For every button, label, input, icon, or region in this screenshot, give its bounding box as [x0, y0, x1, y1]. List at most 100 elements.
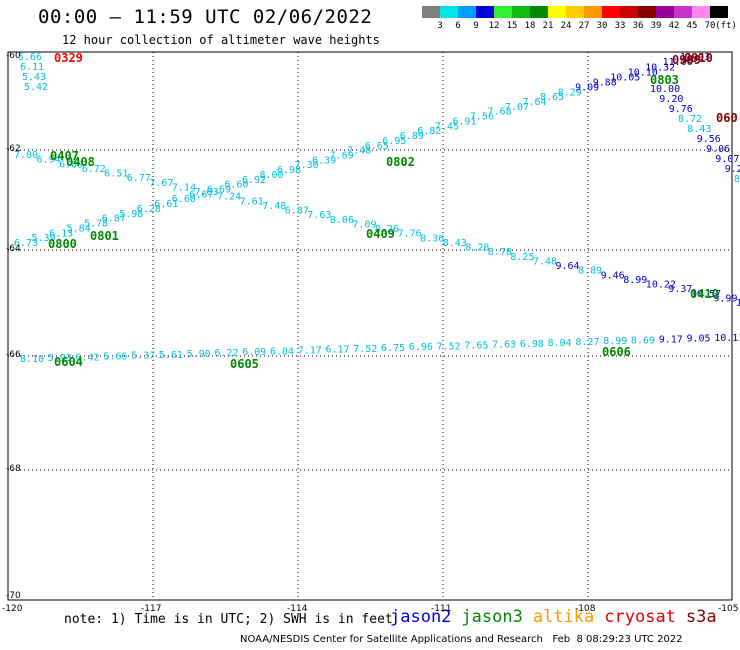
legend-unit: (ft): [715, 21, 737, 31]
wave-height-value: 6.61: [154, 199, 178, 210]
legend-swatch: [584, 6, 602, 18]
wave-height-value: 10.57: [691, 289, 721, 300]
wave-height-value: 5.61: [159, 350, 183, 361]
legend-swatch: [566, 6, 584, 18]
wave-height-value: 6.42: [76, 352, 100, 363]
wave-height-value: 7.48: [533, 256, 557, 267]
wave-height-value: 6.89: [59, 159, 83, 170]
legend-label: 45: [686, 21, 698, 31]
wave-height-value: 6.87: [285, 206, 309, 217]
satellite-legend: jason2 jason3 altika cryosat s3a: [390, 607, 727, 627]
latitude-label: -66: [6, 350, 21, 360]
wave-height-value: 9.88: [593, 78, 617, 89]
wave-height-value: 7.52: [353, 344, 377, 355]
wave-height-value: 9.46: [601, 270, 625, 281]
wave-height-value: 5.98: [119, 209, 143, 220]
wave-height-value: 7.63: [307, 210, 331, 221]
wave-height-value: 6.98: [520, 339, 544, 350]
wave-height-value: 7.48: [262, 201, 286, 212]
legend-label: 27: [578, 21, 590, 31]
legend-label: 12: [488, 21, 500, 31]
wave-height-value: 7.68: [488, 107, 512, 118]
wave-height-value: 11.06: [663, 57, 693, 68]
wave-height-value: 7.65: [464, 341, 488, 352]
wave-height-value: 7.45: [435, 121, 459, 132]
wave-height-value: 7.61: [240, 196, 264, 207]
wave-height-value: 5.39: [32, 233, 56, 244]
wave-height-value: 9.64: [556, 261, 580, 272]
wave-height-value: 8.72: [678, 114, 702, 125]
pass-time-label: 0910: [684, 51, 713, 65]
wave-height-value: 10.11: [714, 333, 740, 344]
wave-height-value: 8.69: [631, 335, 655, 346]
wave-height-value: 6.75: [381, 343, 405, 354]
satellite-legend-item: jason2: [390, 607, 452, 627]
wave-height-value: 8.25: [510, 252, 534, 263]
wave-height-value: 5.66: [103, 352, 127, 363]
wave-height-value: 8.27: [575, 337, 599, 348]
wave-height-value: 9.06: [706, 144, 730, 155]
wave-height-value: 6.22: [214, 348, 238, 359]
wave-height-value: 6.09: [242, 347, 266, 358]
wave-height-value: 5.84: [67, 223, 91, 234]
wave-height-value: 8.65: [540, 92, 564, 103]
wave-height-value: 7.03: [195, 187, 219, 198]
pass-time-label: 0408: [66, 155, 95, 169]
wave-height-value: 8.06: [330, 215, 354, 226]
wave-height-value: 6.13: [49, 228, 73, 239]
pass-time-label: 060: [716, 111, 738, 125]
pass-time-label: 0604: [54, 355, 83, 369]
wave-height-value: 7.07: [505, 102, 529, 113]
wave-height-value: 5.42: [24, 82, 48, 93]
wave-height-value: 6.51: [104, 169, 128, 180]
wave-height-value: 6.89: [400, 131, 424, 142]
pass-time-label: 0605: [230, 357, 259, 371]
wave-height-value: 10.05: [610, 73, 640, 84]
wave-height-value: 10.00: [650, 84, 680, 95]
legend-swatch: [458, 6, 476, 18]
wave-height-value: 7.09: [352, 219, 376, 230]
pass-time-label: 0800: [48, 237, 77, 251]
wave-height-value: 6.98: [277, 165, 301, 176]
wave-height-value: 8.89: [578, 266, 602, 277]
latitude-label: -70: [6, 591, 21, 601]
map-frame: [7, 51, 733, 601]
legend-label: 15: [506, 21, 518, 31]
wave-height-value: 9.56: [697, 134, 721, 145]
wave-height-value: 7.64: [523, 97, 547, 108]
wave-height-value: 6.91: [452, 117, 476, 128]
wave-height-value: 8.43: [687, 124, 711, 135]
wave-height-value: 5.90: [187, 349, 211, 360]
legend-label: 39: [650, 21, 662, 31]
longitude-label: -120: [2, 604, 23, 614]
wave-height-value: 6.82: [417, 126, 441, 137]
legend-swatch: [620, 6, 638, 18]
wave-height-value: 9.37: [668, 284, 692, 295]
wave-height-value: 8.36: [420, 233, 444, 244]
wave-height-value: 7.67: [149, 178, 173, 189]
wave-height-value: 6.11: [20, 62, 44, 73]
wave-height-value: 8.28: [465, 243, 489, 254]
longitude-label: -117: [141, 604, 162, 614]
page-subtitle: 12 hour collection of altimeter wave hei…: [62, 33, 380, 47]
wave-height-value: 9.17: [659, 335, 683, 346]
latitude-label: -60: [6, 51, 21, 61]
wave-height-value: 6.39: [312, 155, 336, 166]
wave-height-value: 7.69: [330, 151, 354, 162]
legend-swatch: [512, 6, 530, 18]
wave-height-value: 9.76: [669, 104, 693, 115]
pass-time-label: 0801: [90, 229, 119, 243]
longitude-label: -105: [718, 604, 739, 614]
wave-height-value: 7.14: [172, 182, 196, 193]
legend-label: 18: [524, 21, 536, 31]
legend-swatch: [692, 6, 710, 18]
legend-swatch: [674, 6, 692, 18]
legend-swatch: [548, 6, 566, 18]
wave-height-value: 6.17: [326, 345, 350, 356]
wave-height-value: 9.07: [715, 154, 739, 165]
legend-label: 36: [632, 21, 644, 31]
wave-height-value: 7.76: [398, 229, 422, 240]
legend-label: 33: [614, 21, 626, 31]
legend-label: 21: [542, 21, 554, 31]
wave-height-value: 5.43: [22, 72, 46, 83]
